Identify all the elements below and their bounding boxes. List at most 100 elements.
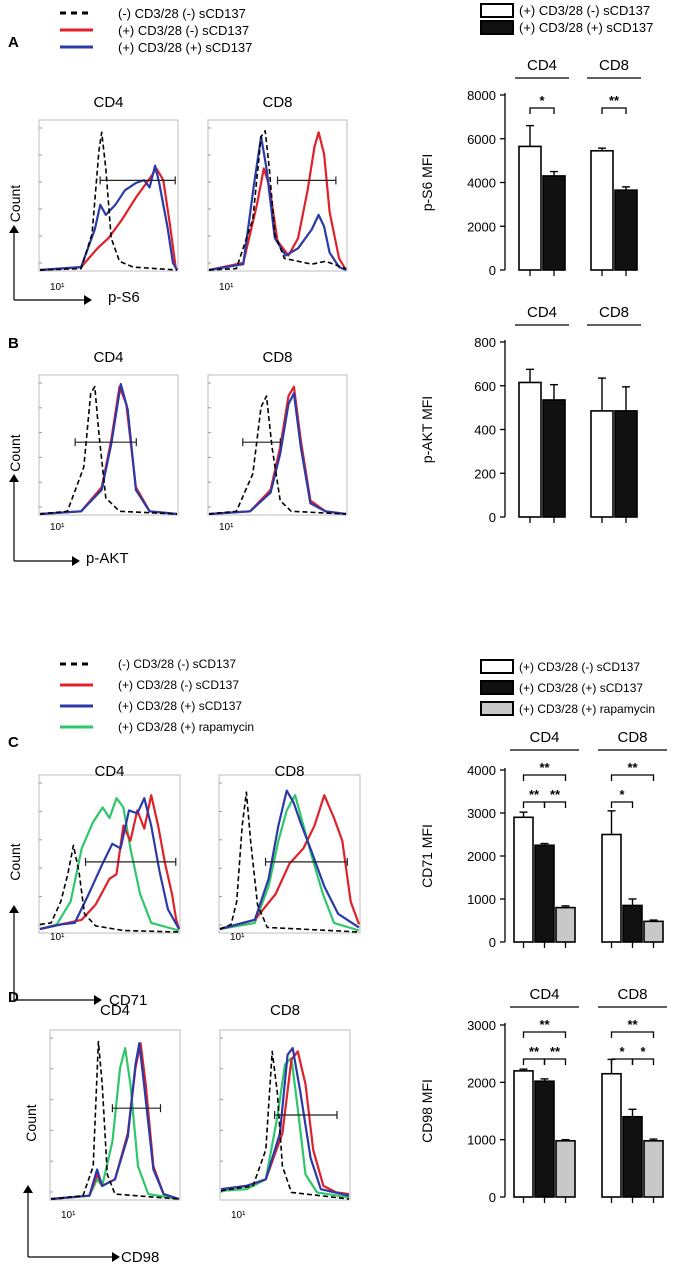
bar-chart-p-akt: 0 200 400 600 800 p-AKT MFI CD4 CD8	[419, 304, 641, 525]
histogram-panel-c: CD4 10¹ CD8 10¹ Count CD71	[7, 763, 361, 1009]
histogram-panel-b: CD4 10¹ CD8 10¹ Count p-AKT	[7, 349, 348, 567]
y-axis-label: p-S6 MFI	[419, 154, 435, 212]
y-tick-label: 200	[474, 466, 496, 481]
histogram-frame	[38, 119, 179, 272]
histogram-curve-stim	[39, 167, 178, 272]
significance-label: **	[609, 93, 620, 108]
y-tick-label: 0	[489, 1190, 496, 1205]
count-axis-label: Count	[7, 843, 23, 880]
y-tick-label: 8000	[467, 88, 496, 103]
legend-label: (+) CD3/28 (+) rapamycin	[519, 702, 655, 716]
y-axis-label: p-AKT MFI	[419, 396, 435, 463]
histogram-curve-stimR	[220, 1056, 350, 1199]
y-tick-label: 4000	[467, 763, 496, 778]
group-label-cd4: CD4	[527, 304, 557, 321]
significance-label: *	[640, 1044, 646, 1059]
significance-label: **	[539, 760, 550, 775]
histogram-frame	[219, 1029, 351, 1201]
histogram-title-cd4: CD4	[93, 349, 123, 366]
histogram-curve-untreated	[208, 130, 347, 271]
histogram-curve-stimR	[219, 794, 360, 932]
bar-cd8-series-0	[590, 149, 614, 271]
histogram-title-cd4: CD4	[93, 94, 123, 111]
legend-swatch-white	[480, 3, 514, 18]
legend-label: (+) CD3/28 (+) rapamycin	[118, 720, 254, 734]
significance-label: *	[619, 1044, 625, 1059]
group-label-cd8: CD8	[617, 986, 647, 1003]
legend-label: (+) CD3/28 (-) sCD137	[118, 678, 239, 692]
marker-axis-arrowhead	[94, 995, 102, 1005]
panel-letter-a: A	[8, 34, 19, 51]
histogram-panel-a: CD4 10¹ CD8 10¹ Count p-S6	[7, 94, 348, 306]
histogram-x-tick-label: 10¹	[230, 932, 245, 943]
bar-cd8-series-0	[601, 1072, 622, 1198]
y-tick-label: 4000	[467, 176, 496, 191]
legend-swatch-black	[480, 20, 514, 35]
histogram-panel-d: CD4 10¹ CD8 10¹ Count CD98	[23, 1002, 351, 1266]
histogram-curve-stimS	[50, 1042, 180, 1201]
bar-cd4-series-0	[518, 381, 542, 518]
y-tick-label: 0	[489, 510, 496, 525]
y-tick-label: 2000	[467, 1075, 496, 1090]
bar-cd8-series-0	[590, 410, 614, 518]
bar-cd4-series-1	[542, 399, 566, 518]
histogram-curve-stim	[208, 131, 347, 272]
histogram-x-tick-label: 10¹	[219, 522, 234, 533]
histogram-curve-stimS	[39, 382, 178, 516]
histogram-frame	[38, 774, 181, 934]
histogram-curve-stim	[39, 794, 181, 931]
histogram-x-tick-label: 10¹	[50, 522, 65, 533]
legend-label: (+) CD3/28 (+) sCD137	[519, 20, 653, 35]
group-label-cd4: CD4	[529, 986, 559, 1003]
histogram-title-cd8: CD8	[262, 349, 292, 366]
bar-cd8-series-1	[614, 189, 638, 271]
histogram-curve-stimR	[39, 797, 180, 932]
group-label-cd8: CD8	[599, 57, 629, 74]
histogram-curve-stimS	[220, 1047, 350, 1197]
histogram-x-tick-label: 10¹	[61, 1210, 76, 1221]
significance-label: **	[529, 787, 540, 802]
legend-mid-right: (+) CD3/28 (-) sCD137 (+) CD3/28 (+) sCD…	[480, 659, 655, 716]
significance-bracket	[601, 107, 627, 114]
legend-swatch-black	[480, 680, 514, 695]
legend-mid-left: (-) CD3/28 (-) sCD137 (+) CD3/28 (-) sCD…	[60, 657, 254, 734]
bar-cd4-series-0	[518, 145, 542, 271]
significance-bracket	[610, 801, 634, 808]
histogram-frame	[38, 374, 179, 516]
significance-label: *	[619, 787, 625, 802]
significance-label: **	[627, 1017, 638, 1032]
legend-label: (+) CD3/28 (-) sCD137	[118, 23, 249, 38]
histogram-frame	[207, 119, 348, 272]
significance-bracket	[631, 1058, 655, 1065]
histogram-title-cd4: CD4	[94, 763, 124, 780]
legend-label: (-) CD3/28 (-) sCD137	[118, 6, 246, 21]
marker-axis-arrowhead	[112, 1252, 120, 1262]
histogram-curve-stimS	[219, 789, 360, 931]
y-tick-label: 2000	[467, 849, 496, 864]
bar-cd8-series-2	[643, 920, 664, 943]
significance-label: **	[627, 760, 638, 775]
marker-axis-label: CD98	[121, 1249, 159, 1266]
significance-bracket	[543, 801, 567, 808]
legend-swatch-white	[480, 659, 514, 674]
significance-bracket	[522, 1058, 546, 1065]
y-tick-label: 0	[489, 263, 496, 278]
histogram-curve-untreated	[208, 395, 347, 515]
bar-cd4-series-1	[534, 844, 555, 943]
bar-cd4-series-2	[555, 906, 576, 943]
group-label-cd4: CD4	[527, 57, 557, 74]
y-tick-label: 800	[474, 335, 496, 350]
count-axis-label: Count	[7, 185, 23, 222]
histogram-frame	[207, 374, 348, 516]
marker-axis-arrowhead	[72, 556, 80, 566]
y-tick-label: 1000	[467, 1133, 496, 1148]
bar-cd8-series-1	[622, 904, 643, 943]
histogram-curve-untreated	[219, 791, 360, 933]
legend-label: (+) CD3/28 (-) sCD137	[519, 3, 650, 18]
histogram-x-tick-label: 10¹	[50, 282, 65, 293]
histogram-x-tick-label: 10¹	[50, 932, 65, 943]
count-axis-arrowhead	[9, 905, 19, 913]
legend-label: (+) CD3/28 (+) sCD137	[118, 699, 242, 713]
